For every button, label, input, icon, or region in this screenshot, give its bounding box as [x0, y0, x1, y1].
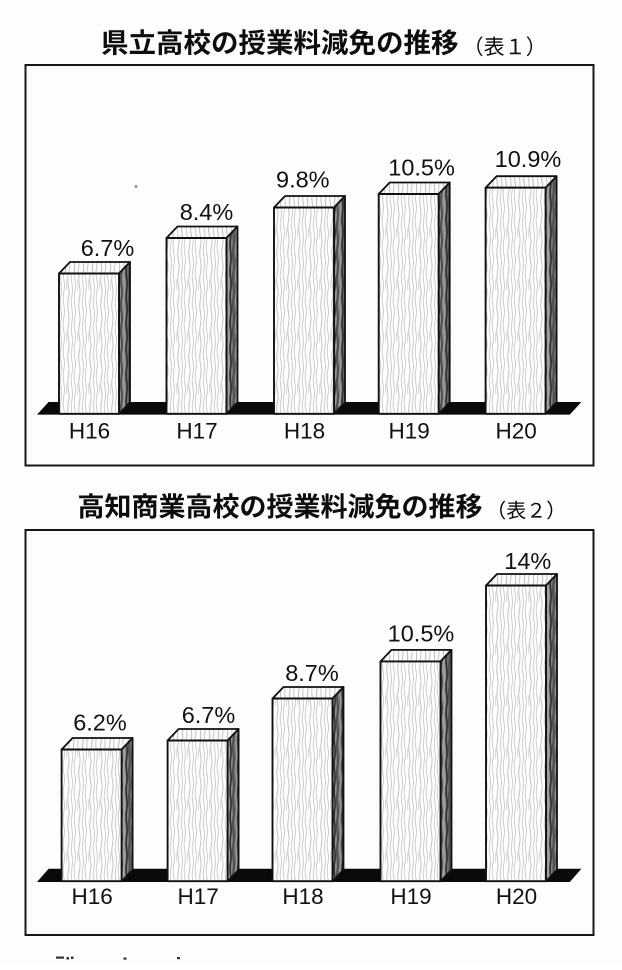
svg-text:14%: 14% [504, 548, 551, 574]
svg-text:H17: H17 [177, 884, 218, 909]
svg-text:H18: H18 [282, 884, 323, 909]
svg-text:10.5%: 10.5% [388, 621, 455, 647]
svg-text:9.8%: 9.8% [276, 167, 330, 193]
svg-text:H17: H17 [176, 419, 217, 444]
svg-text:6.7%: 6.7% [81, 235, 135, 261]
svg-text:H16: H16 [69, 419, 110, 444]
svg-text:H20: H20 [495, 419, 536, 444]
svg-text:6.2%: 6.2% [73, 709, 127, 735]
svg-text:H16: H16 [71, 884, 112, 909]
svg-text:H20: H20 [496, 884, 537, 909]
svg-text:10.9%: 10.9% [495, 146, 562, 172]
svg-text:H18: H18 [284, 419, 325, 444]
svg-text:H19: H19 [390, 884, 431, 909]
svg-text:8.7%: 8.7% [285, 660, 339, 686]
svg-text:H19: H19 [389, 419, 430, 444]
svg-text:10.5%: 10.5% [388, 155, 455, 181]
svg-text:8.4%: 8.4% [180, 199, 234, 225]
svg-text:6.7%: 6.7% [182, 702, 236, 728]
